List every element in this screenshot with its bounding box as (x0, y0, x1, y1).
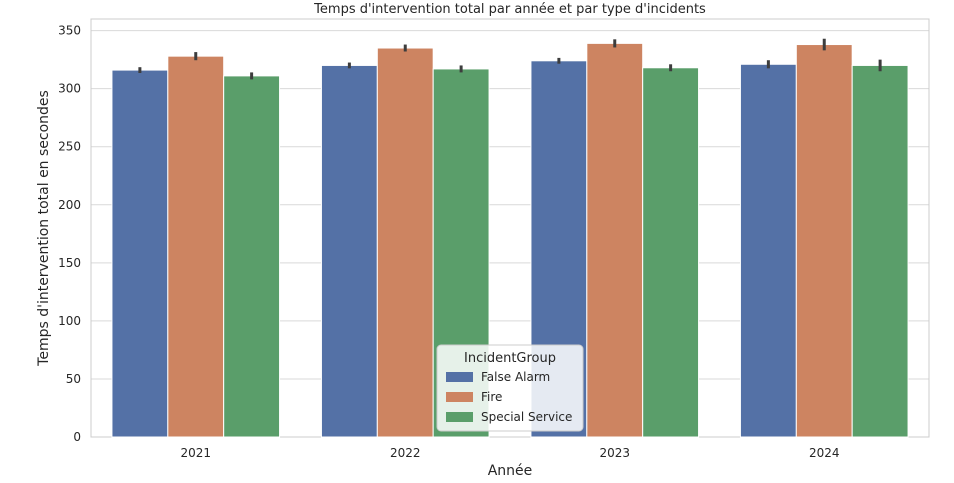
bar (642, 67, 700, 438)
legend-swatch (446, 372, 473, 382)
y-tick-label: 300 (58, 82, 81, 96)
bar (795, 44, 853, 438)
legend-label: False Alarm (481, 370, 550, 384)
legend: IncidentGroup False Alarm Fire Special Ser… (436, 344, 584, 432)
bar (376, 47, 434, 438)
bar (320, 64, 378, 438)
legend-label: Special Service (481, 410, 572, 424)
y-tick-label: 250 (58, 140, 81, 154)
y-tick-label: 150 (58, 256, 81, 270)
bar (586, 42, 644, 438)
y-tick-label: 100 (58, 314, 81, 328)
y-tick-label: 50 (66, 372, 81, 386)
chart-title: Temps d'intervention total par année et … (313, 2, 706, 17)
bar (851, 64, 909, 438)
x-tick-label: 2023 (599, 446, 630, 460)
y-axis-ticks: 0 50 100 150 200 250 300 350 (58, 24, 81, 444)
x-tick-label: 2022 (390, 446, 421, 460)
legend-label: Fire (481, 390, 502, 404)
bar (167, 55, 225, 438)
legend-swatch (446, 392, 473, 402)
y-tick-label: 200 (58, 198, 81, 212)
legend-box (436, 344, 584, 432)
bar (111, 69, 169, 438)
y-axis-label: Temps d'intervention total en secondes (36, 90, 52, 367)
plot-frame (90, 18, 930, 438)
legend-title: IncidentGroup (464, 351, 556, 366)
x-axis-ticks: 2021 2022 2023 2024 (180, 446, 839, 460)
x-axis-label: Année (488, 463, 533, 479)
bar (223, 75, 281, 438)
x-tick-label: 2021 (180, 446, 211, 460)
y-tick-label: 0 (73, 430, 81, 444)
bar (739, 63, 797, 438)
y-tick-label: 350 (58, 24, 81, 38)
legend-swatch (446, 412, 473, 422)
x-tick-label: 2024 (809, 446, 840, 460)
